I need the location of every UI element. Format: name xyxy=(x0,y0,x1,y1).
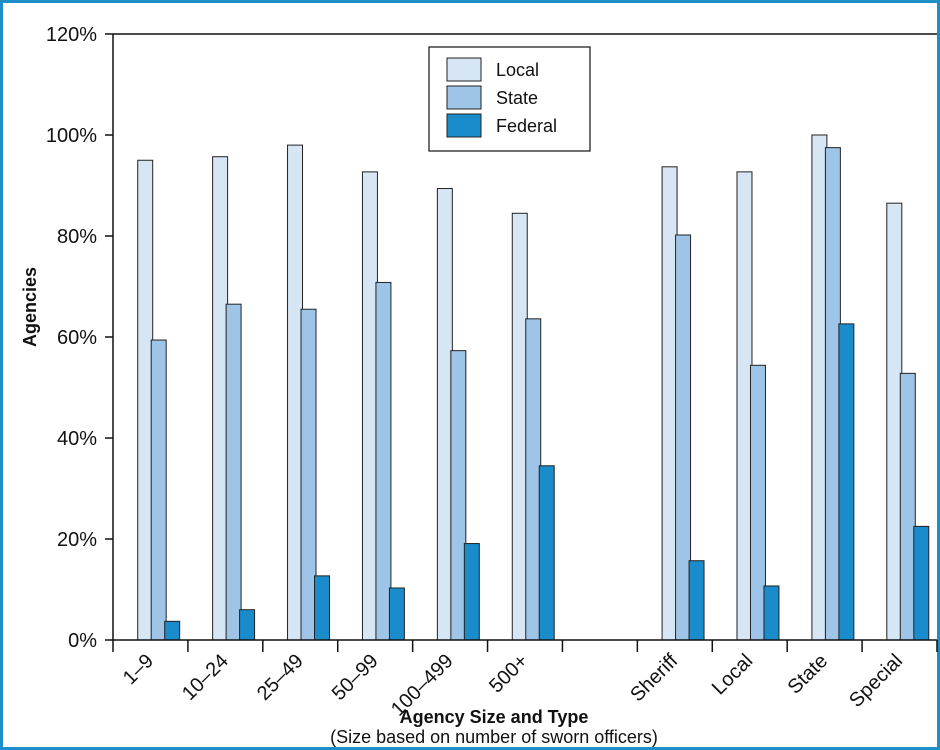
legend-label: State xyxy=(496,88,538,108)
bar-state xyxy=(675,234,692,641)
bar-local xyxy=(361,171,378,641)
y-tick-label: 120% xyxy=(46,24,97,46)
bar-state xyxy=(899,372,916,641)
bar-local xyxy=(436,188,453,641)
bar-state xyxy=(300,308,317,641)
bar-federal xyxy=(388,587,405,641)
bar-federal xyxy=(763,585,780,641)
y-tick-label: 40% xyxy=(57,428,97,450)
x-category-label: State xyxy=(784,650,833,699)
bar-state xyxy=(375,281,392,641)
bar-federal xyxy=(838,323,855,641)
bar-state xyxy=(525,318,542,641)
y-tick-label: 80% xyxy=(57,226,97,248)
y-tick-label: 100% xyxy=(46,125,97,147)
bar-local xyxy=(287,144,304,641)
x-category-label: 25–49 xyxy=(253,650,308,705)
bar-local xyxy=(511,212,528,641)
bar-local xyxy=(736,171,753,641)
bar-local xyxy=(137,159,154,641)
x-category-label: 500+ xyxy=(485,650,532,697)
bar-federal xyxy=(314,575,330,641)
legend-label: Local xyxy=(496,60,539,80)
y-tick-label: 20% xyxy=(57,529,97,551)
bar-series xyxy=(137,134,930,641)
legend: Local State Federal xyxy=(428,46,591,152)
x-category-label: Special xyxy=(845,650,907,712)
bar-local xyxy=(212,156,229,641)
bar-federal xyxy=(463,543,480,641)
x-category-label: 50–99 xyxy=(328,650,383,705)
legend-label: Federal xyxy=(496,116,557,136)
axes xyxy=(112,33,937,641)
x-axis-ticks xyxy=(112,640,938,652)
y-axis-ticks: 0% 20% 40% 60% 80% 100% 120% xyxy=(46,24,113,652)
x-axis-title: Agency Size and Type xyxy=(400,707,589,727)
legend-swatch-state xyxy=(446,85,482,110)
bar-state xyxy=(749,364,766,641)
legend-swatch-federal xyxy=(446,113,482,138)
bar-state xyxy=(450,350,467,641)
bar-local xyxy=(811,134,828,641)
bar-local xyxy=(661,166,678,641)
y-tick-label: 0% xyxy=(68,630,97,652)
legend-swatch-local xyxy=(446,57,482,82)
bar-state xyxy=(225,303,242,641)
y-axis-title: Agencies xyxy=(20,267,40,347)
x-category-label: Sheriff xyxy=(626,650,682,706)
bar-state xyxy=(150,339,167,641)
bar-local xyxy=(886,202,903,641)
bar-federal xyxy=(688,560,705,641)
bar-federal xyxy=(239,609,256,641)
bar-federal xyxy=(913,525,930,641)
bar-federal xyxy=(538,465,555,641)
bar-state xyxy=(824,147,841,641)
x-axis-subtitle: (Size based on number of sworn officers) xyxy=(330,727,658,747)
bar-federal xyxy=(164,620,181,641)
x-category-label: 1–9 xyxy=(119,650,158,689)
y-tick-label: 60% xyxy=(57,327,97,349)
x-category-label: Local xyxy=(708,650,757,699)
x-category-label: 10–24 xyxy=(178,650,233,705)
